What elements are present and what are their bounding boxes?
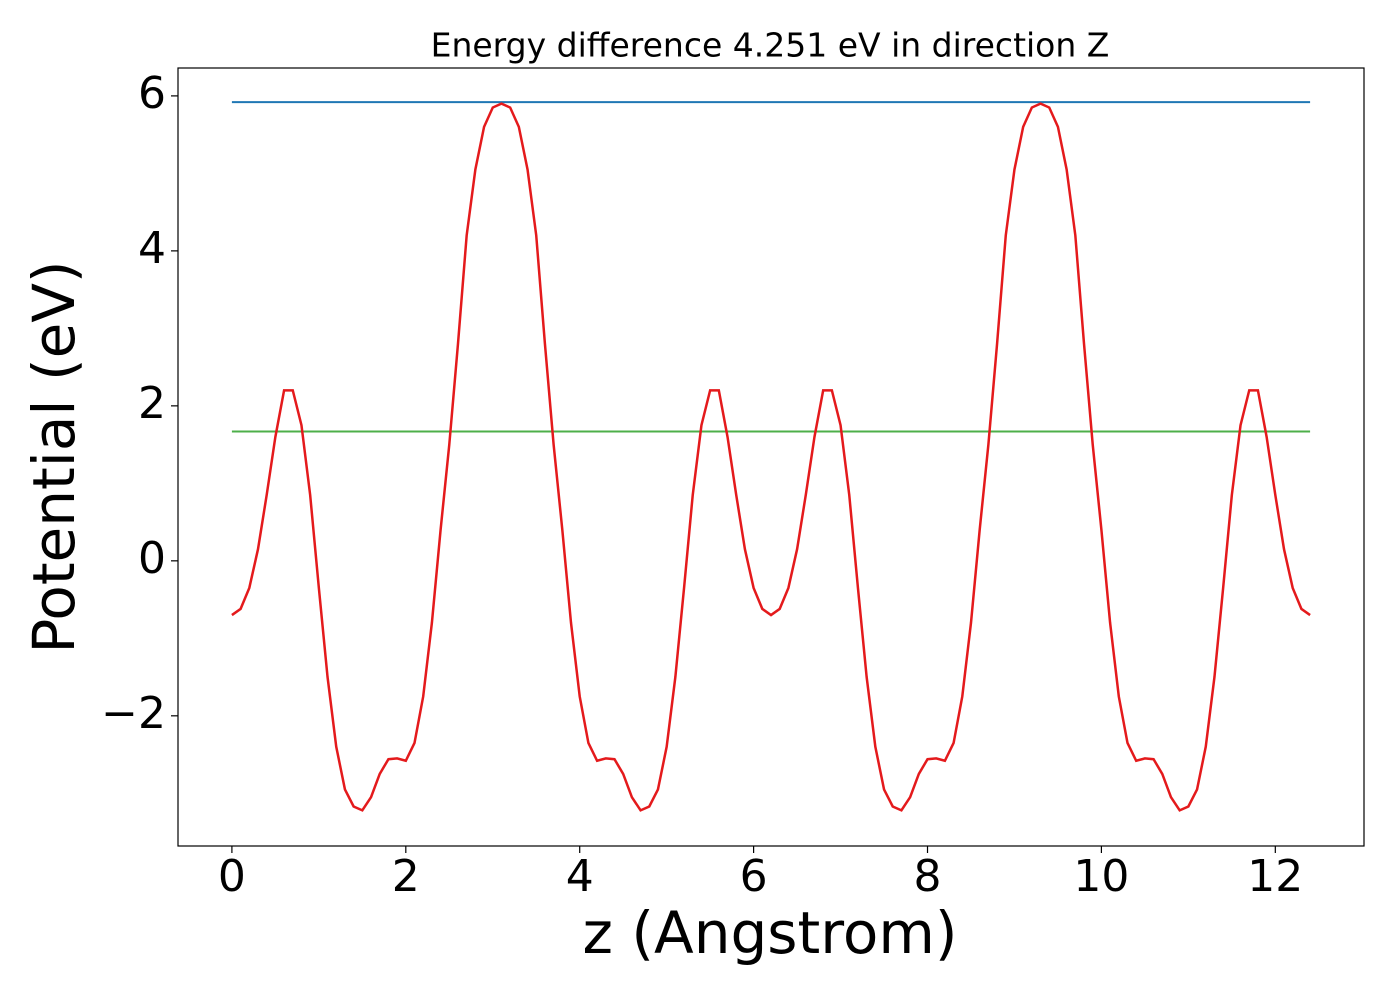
x-tick-label: 12 [1247,851,1303,902]
x-tick-label: 2 [392,851,420,902]
x-tick-label: 0 [218,851,246,902]
y-tick-label: −2 [101,688,166,739]
plot-frame [177,67,1365,847]
x-tick-label: 4 [566,851,594,902]
x-tick-label: 10 [1073,851,1129,902]
y-tick-label: 6 [138,68,166,119]
chart-title: Energy difference 4.251 eV in direction … [431,26,1110,65]
x-axis-label: z (Angstrom) [583,899,958,967]
line-series [231,102,1311,812]
y-tick-label: 4 [138,223,166,274]
y-tick-label: 0 [138,533,166,584]
y-axis-label: Potential (eV) [20,260,88,653]
y-tick-label: 2 [138,378,166,429]
x-tick-label: 6 [740,851,768,902]
x-tick-label: 8 [914,851,942,902]
